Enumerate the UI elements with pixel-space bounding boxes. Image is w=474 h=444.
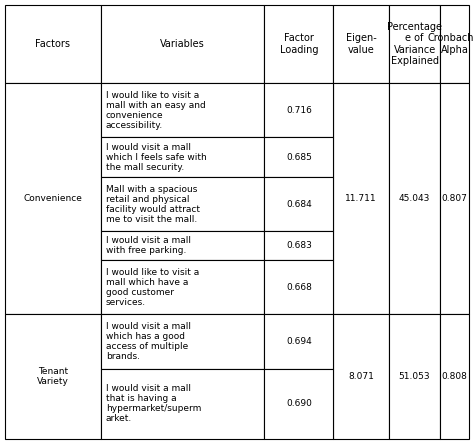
Text: Factors: Factors (36, 39, 71, 49)
Bar (264, 137, 334, 177)
Text: I would visit a mall
which has a good
access of multiple
brands.: I would visit a mall which has a good ac… (106, 322, 191, 361)
Text: Variables: Variables (160, 39, 205, 49)
Bar (389, 83, 440, 314)
Bar (101, 314, 264, 369)
Text: 0.716: 0.716 (286, 106, 312, 115)
Bar (264, 260, 334, 314)
Text: 45.043: 45.043 (399, 194, 430, 203)
Text: 11.711: 11.711 (346, 194, 377, 203)
Text: 0.807: 0.807 (442, 194, 467, 203)
Bar (334, 83, 389, 314)
Text: I would like to visit a
mall with an easy and
convenience
accessibility.: I would like to visit a mall with an eas… (106, 91, 206, 130)
Bar (101, 177, 264, 231)
Bar (389, 5, 440, 83)
Text: Mall with a spacious
retail and physical
facility would attract
me to visit the : Mall with a spacious retail and physical… (106, 185, 200, 224)
Bar (264, 314, 334, 369)
Text: 0.668: 0.668 (286, 283, 312, 292)
Bar (101, 5, 264, 83)
Text: I would visit a mall
which I feels safe with
the mall security.: I would visit a mall which I feels safe … (106, 143, 207, 172)
Bar (264, 177, 334, 231)
Text: 51.053: 51.053 (399, 372, 430, 381)
Text: 0.684: 0.684 (286, 200, 312, 209)
Bar (101, 83, 264, 137)
Bar (5, 314, 101, 439)
Bar (440, 5, 469, 83)
Text: 0.683: 0.683 (286, 242, 312, 250)
Bar (389, 314, 440, 439)
Text: 8.071: 8.071 (348, 372, 374, 381)
Text: Percentage
e of
Variance
Explained: Percentage e of Variance Explained (387, 22, 442, 66)
Text: Tenant
Variety: Tenant Variety (37, 367, 69, 386)
Text: Cronbach's
Alpha: Cronbach's Alpha (428, 33, 474, 55)
Bar (5, 83, 101, 314)
Bar (101, 260, 264, 314)
Text: Factor
Loading: Factor Loading (280, 33, 318, 55)
Text: I would like to visit a
mall which have a
good customer
services.: I would like to visit a mall which have … (106, 268, 199, 307)
Bar (264, 83, 334, 137)
Bar (264, 231, 334, 260)
Bar (334, 314, 389, 439)
Bar (440, 314, 469, 439)
Text: I would visit a mall
with free parking.: I would visit a mall with free parking. (106, 236, 191, 255)
Bar (334, 5, 389, 83)
Text: 0.685: 0.685 (286, 153, 312, 162)
Bar (101, 137, 264, 177)
Bar (101, 231, 264, 260)
Bar (440, 83, 469, 314)
Text: I would visit a mall
that is having a
hypermarket/superm
arket.: I would visit a mall that is having a hy… (106, 385, 201, 424)
Bar (264, 5, 334, 83)
Text: 0.808: 0.808 (442, 372, 467, 381)
Text: Convenience: Convenience (24, 194, 82, 203)
Text: 0.694: 0.694 (286, 337, 312, 346)
Text: Eigen-
value: Eigen- value (346, 33, 376, 55)
Bar (5, 5, 101, 83)
Bar (101, 369, 264, 439)
Text: 0.690: 0.690 (286, 400, 312, 408)
Bar (264, 369, 334, 439)
